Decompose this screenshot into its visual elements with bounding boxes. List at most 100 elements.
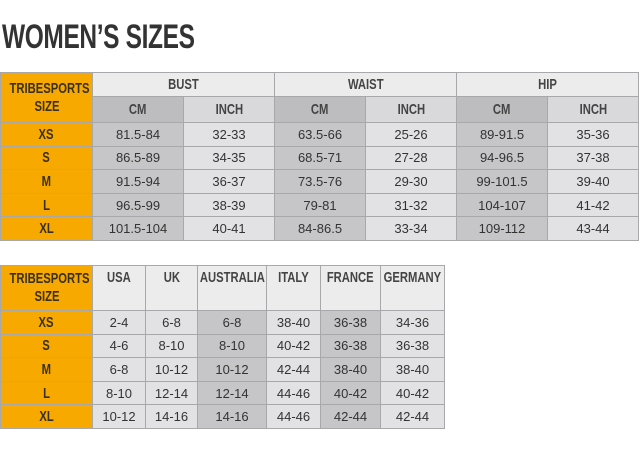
table-cell: 8-10 (92, 380, 146, 406)
cell-text: 104-107 (478, 197, 526, 213)
cell-text: FRANCE (327, 269, 374, 286)
cell-text: 36-38 (333, 314, 368, 330)
sub-header: INCH (547, 96, 639, 123)
cell-text: 99-101.5 (476, 173, 528, 189)
table-cell: 6-8 (92, 357, 146, 382)
size-label: M (0, 169, 93, 194)
table-cell: 73.5-76 (274, 169, 366, 194)
table-cell: 38-40 (380, 357, 445, 382)
table-cell: 86.5-89 (92, 145, 184, 171)
cell-text: 86.5-89 (115, 150, 161, 166)
group-header: HIP (456, 72, 639, 97)
table-cell: 8-10 (197, 333, 267, 359)
cell-text: 31-32 (394, 197, 428, 213)
cell-text: 34-36 (395, 314, 430, 330)
table-cell: 42-44 (320, 404, 381, 429)
table-cell: 96.5-99 (92, 192, 184, 218)
cell-text: S (42, 337, 51, 355)
table-cell: 36-38 (320, 310, 381, 335)
cell-text: 38-40 (276, 314, 311, 330)
table-cell: 40-42 (380, 380, 445, 406)
cell-text: 42-44 (276, 361, 311, 377)
table-cell: 104-107 (456, 192, 548, 218)
cell-text: 4-6 (109, 338, 129, 354)
column-header: USA (92, 265, 146, 311)
table-cell: 81.5-84 (92, 122, 184, 147)
table-cell: 38-39 (183, 192, 275, 218)
cell-text: S (42, 149, 51, 167)
sub-header: INCH (365, 96, 457, 123)
table-cell: 89-91.5 (456, 122, 548, 147)
cell-text: BUST (168, 76, 199, 93)
cell-text: 44-46 (276, 385, 311, 401)
cell-text: 40-41 (212, 221, 246, 237)
cell-text: 84-86.5 (297, 221, 343, 237)
cell-text: XS (38, 125, 54, 143)
table-cell: 31-32 (365, 192, 457, 218)
cell-text: INCH (397, 101, 425, 118)
cell-text: 96.5-99 (115, 197, 161, 213)
size-label: S (0, 145, 93, 171)
table-cell: 36-38 (380, 333, 445, 359)
cell-text: 89-91.5 (479, 126, 525, 142)
cell-text: GERMANY (383, 269, 442, 286)
cell-text: 2-4 (109, 314, 129, 330)
table-cell: 14-16 (197, 404, 267, 429)
table-cell: 42-44 (266, 357, 321, 382)
table-cell: 34-35 (183, 145, 275, 171)
cell-text: 38-40 (333, 361, 368, 377)
cell-text: 34-35 (212, 150, 246, 166)
table-cell: 36-38 (320, 333, 381, 359)
cell-text: 41-42 (576, 197, 610, 213)
group-header: WAIST (274, 72, 457, 97)
cell-text: INCH (579, 101, 607, 118)
cell-text: 40-42 (333, 385, 368, 401)
cell-text: 14-16 (154, 409, 189, 425)
column-header: AUSTRALIA (197, 265, 267, 311)
cell-text: USA (107, 269, 131, 286)
table-cell: 94-96.5 (456, 145, 548, 171)
column-header: FRANCE (320, 265, 381, 311)
table-cell: 33-34 (365, 216, 457, 241)
cell-text: CM (311, 101, 329, 118)
cell-text: CM (129, 101, 147, 118)
cell-text: WAIST (347, 76, 384, 93)
table-cell: 109-112 (456, 216, 548, 241)
cell-text: 73.5-76 (297, 173, 343, 189)
cell-text: 6-8 (222, 314, 242, 330)
cell-text: 33-34 (394, 221, 428, 237)
column-header: GERMANY (380, 265, 445, 311)
cell-text: 27-28 (394, 150, 428, 166)
size-label: L (0, 192, 93, 218)
cell-text: TRIBESPORTS SIZE (9, 79, 90, 115)
table-cell: 84-86.5 (274, 216, 366, 241)
table-cell: 10-12 (197, 357, 267, 382)
cell-text: 6-8 (162, 314, 181, 330)
cell-text: 10-12 (154, 361, 189, 377)
cell-text: XS (38, 313, 54, 331)
table-cell: 34-36 (380, 310, 445, 335)
table-cell: 8-10 (145, 333, 198, 359)
cell-text: 6-8 (109, 361, 129, 377)
cell-text: 8-10 (218, 338, 246, 354)
table-cell: 43-44 (547, 216, 639, 241)
column-header: ITALY (266, 265, 321, 311)
table-cell: 39-40 (547, 169, 639, 194)
table-cell: 36-37 (183, 169, 275, 194)
cell-text: XL (39, 408, 54, 426)
table-cell: 10-12 (145, 357, 198, 382)
cell-text: 40-42 (395, 385, 430, 401)
table-cell: 35-36 (547, 122, 639, 147)
corner-header: TRIBESPORTS SIZE (0, 72, 93, 123)
sub-header: INCH (183, 96, 275, 123)
table-cell: 38-40 (320, 357, 381, 382)
cell-text: 44-46 (276, 409, 311, 425)
cell-text: 42-44 (395, 409, 430, 425)
cell-text: 10-12 (102, 409, 136, 425)
table-cell: 68.5-71 (274, 145, 366, 171)
table-cell: 79-81 (274, 192, 366, 218)
table-cell: 25-26 (365, 122, 457, 147)
cell-text: 109-112 (478, 221, 526, 237)
table-cell: 6-8 (145, 310, 198, 335)
